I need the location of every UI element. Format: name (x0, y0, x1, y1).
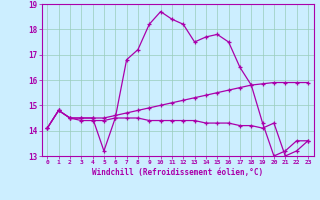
X-axis label: Windchill (Refroidissement éolien,°C): Windchill (Refroidissement éolien,°C) (92, 168, 263, 177)
